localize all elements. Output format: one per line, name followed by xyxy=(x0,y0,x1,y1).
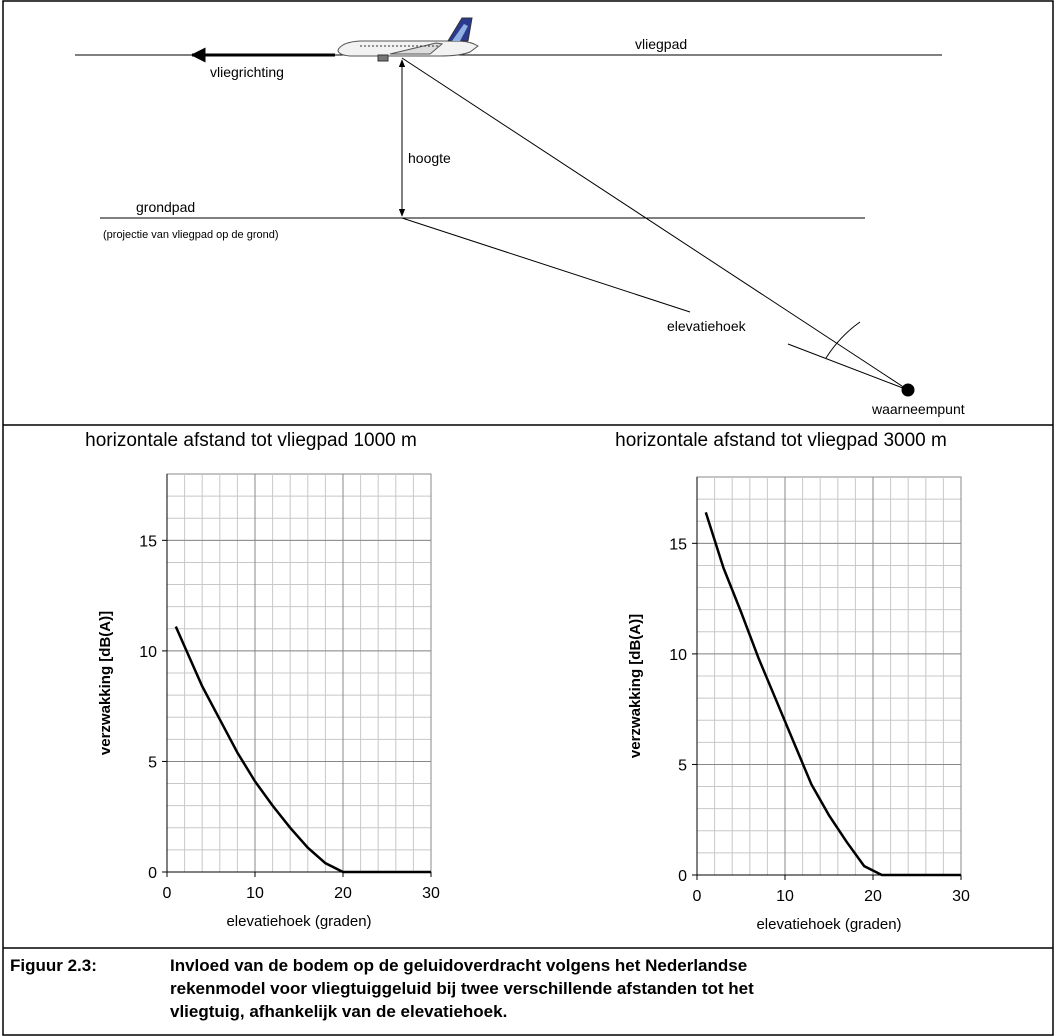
ground-line xyxy=(787,343,909,391)
x-tick-label: 0 xyxy=(163,885,172,902)
observer-dot xyxy=(901,383,915,397)
diagram xyxy=(75,17,942,397)
chart-title: horizontale afstand tot vliegpad 3000 m xyxy=(615,430,947,451)
y-tick-label: 10 xyxy=(669,647,687,664)
x-tick-label: 0 xyxy=(693,888,702,905)
x-tick-label: 10 xyxy=(246,885,264,902)
caption-line: vliegtuig, afhankelijk van de elevatieho… xyxy=(170,1002,507,1021)
data-line xyxy=(174,626,431,874)
angle-arc xyxy=(825,321,861,359)
airplane xyxy=(337,17,479,62)
label: hoogte xyxy=(408,150,451,166)
x-axis-label: elevatiehoek (graden) xyxy=(226,913,371,930)
label: grondpad xyxy=(136,199,195,215)
caption-line: rekenmodel voor vliegtuiggeluid bij twee… xyxy=(170,979,754,998)
y-tick-label: 15 xyxy=(139,533,157,550)
ground-line xyxy=(401,217,691,313)
data-line xyxy=(704,511,961,877)
label: waarneempunt xyxy=(871,401,965,417)
x-tick-label: 30 xyxy=(422,885,440,902)
label: elevatiehoek xyxy=(667,318,747,334)
x-tick-label: 20 xyxy=(334,885,352,902)
caption-line: Invloed van de bodem op de geluidoverdra… xyxy=(170,956,747,975)
sight-line xyxy=(401,57,909,391)
y-tick-label: 15 xyxy=(669,536,687,553)
caption-label: Figuur 2.3: xyxy=(10,956,97,975)
y-axis-label: verzwakking [dB(A)] xyxy=(97,611,114,755)
chart-title: horizontale afstand tot vliegpad 1000 m xyxy=(85,430,417,451)
x-axis-label: elevatiehoek (graden) xyxy=(756,916,901,933)
x-tick-label: 10 xyxy=(776,888,794,905)
y-tick-label: 5 xyxy=(678,757,687,774)
y-tick-label: 10 xyxy=(139,644,157,661)
y-tick-label: 5 xyxy=(148,754,157,771)
x-tick-label: 30 xyxy=(952,888,970,905)
label: (projectie van vliegpad op de grond) xyxy=(103,229,279,241)
label: vliegrichting xyxy=(210,64,284,80)
label: vliegpad xyxy=(635,36,687,52)
y-axis-label: verzwakking [dB(A)] xyxy=(627,614,644,758)
y-tick-label: 0 xyxy=(148,865,157,882)
x-tick-label: 20 xyxy=(864,888,882,905)
y-tick-label: 0 xyxy=(678,868,687,885)
